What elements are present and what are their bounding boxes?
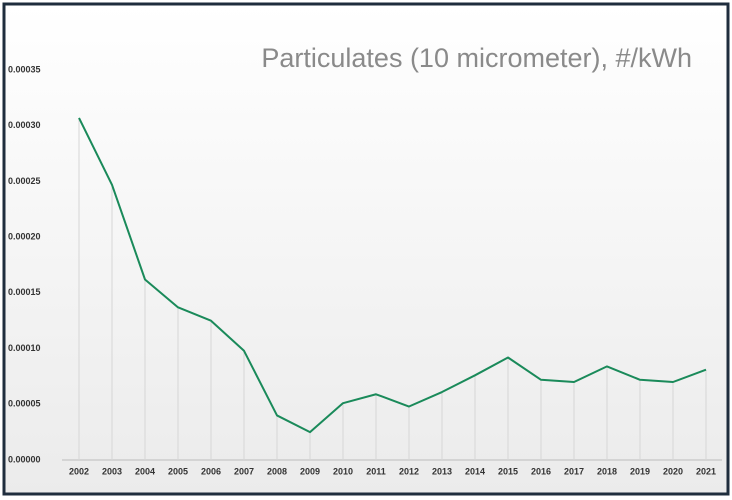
x-tick-label: 2006 [201,466,221,476]
x-tick-label: 2007 [234,466,254,476]
y-tick-label: 0.00035 [8,64,41,74]
series-line [78,117,707,434]
y-tick-label: 0.00025 [8,176,41,186]
y-tick-label: 0.00010 [8,343,41,353]
x-tick-label: 2002 [69,466,89,476]
x-tick-label: 2009 [300,466,320,476]
x-tick-label: 2014 [465,466,485,476]
x-tick-label: 2008 [267,466,287,476]
x-tick-label: 2013 [432,466,452,476]
y-tick-label: 0.00005 [8,399,41,409]
chart-title: Particulates (10 micrometer), #/kWh [261,43,692,73]
x-tick-label: 2016 [531,466,551,476]
y-tick-label: 0.00015 [8,287,41,297]
x-tick-label: 2010 [333,466,353,476]
x-tick-label: 2019 [630,466,650,476]
x-tick-label: 2011 [366,466,386,476]
y-tick-label: 0.00000 [8,454,41,464]
y-tick-label: 0.00020 [8,232,41,242]
x-tick-label: 2020 [663,466,683,476]
x-tick-label: 2015 [498,466,518,476]
x-tick-label: 2012 [399,466,419,476]
x-tick-label: 2021 [696,466,716,476]
x-tick-label: 2004 [135,466,155,476]
y-tick-label: 0.00030 [8,120,41,130]
x-tick-label: 2003 [102,466,122,476]
x-tick-label: 2018 [597,466,617,476]
x-tick-label: 2017 [564,466,584,476]
x-tick-label: 2005 [168,466,188,476]
